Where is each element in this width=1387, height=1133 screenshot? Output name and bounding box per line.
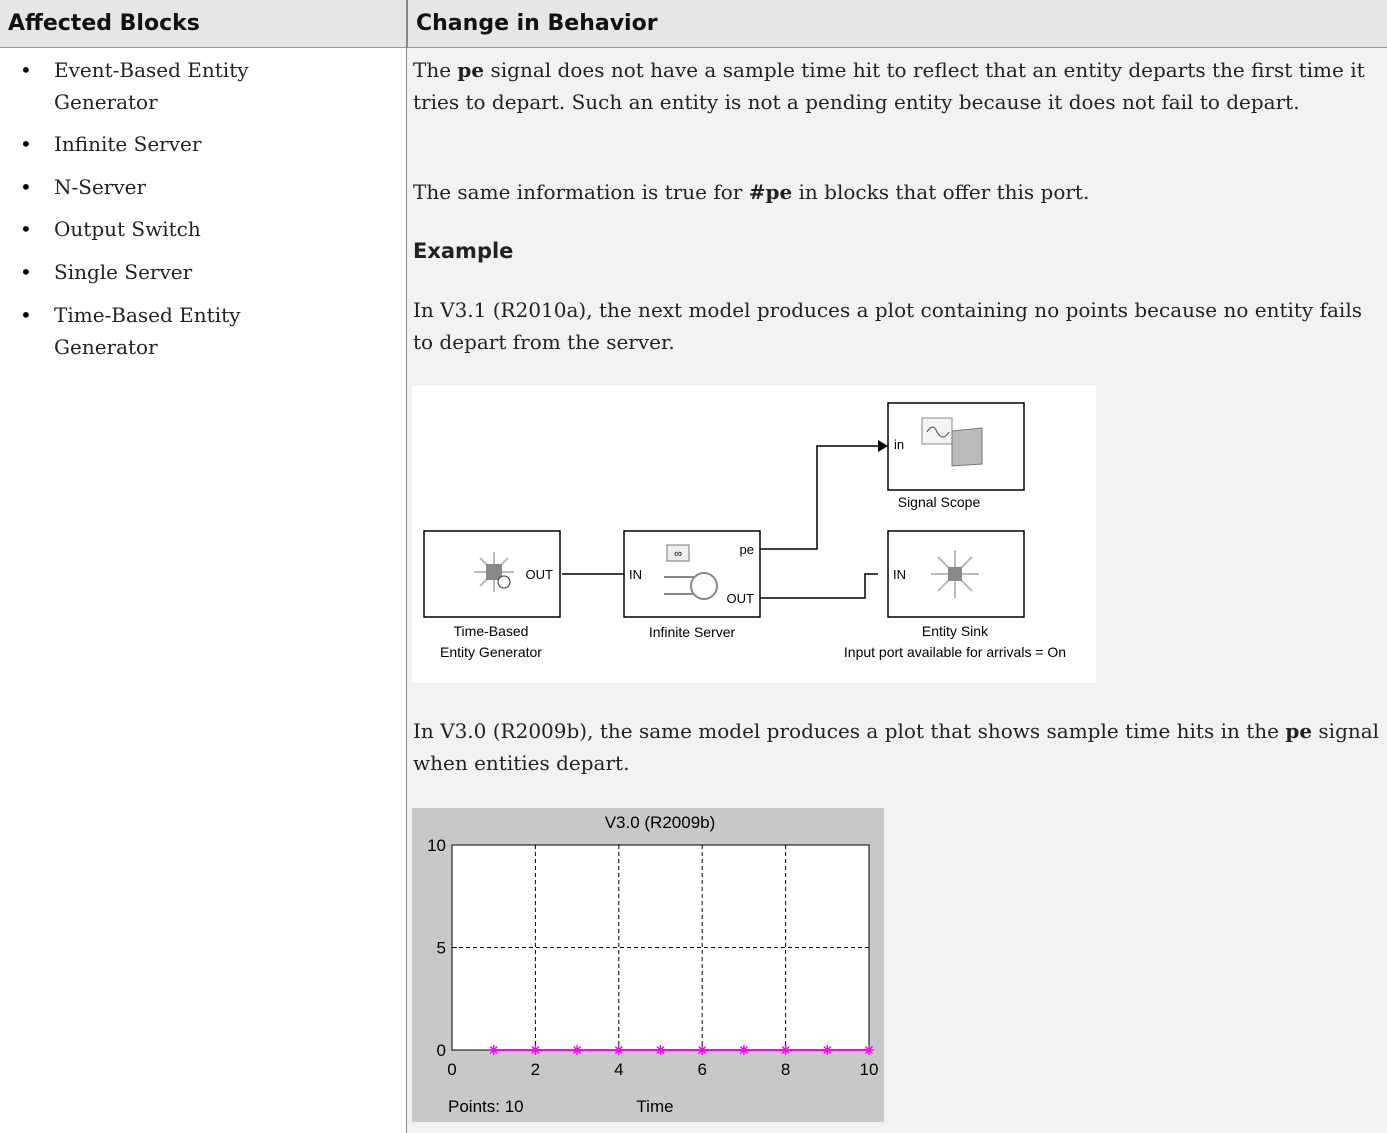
bullet: •: [20, 175, 32, 199]
y-tick-label: 0: [437, 1041, 446, 1060]
data-marker: [613, 1045, 624, 1055]
list-item: Time-Based Entity Generator: [54, 303, 241, 359]
block-label: Entity Sink: [922, 623, 989, 639]
paragraph: In V3.1 (R2010a), the next model produce…: [413, 298, 1362, 354]
server-icon: [666, 544, 690, 562]
header-cell: Change in Behavior: [407, 0, 1387, 48]
x-tick-label: 8: [781, 1060, 790, 1079]
list-item: Single Server: [54, 260, 193, 284]
y-tick-label: 10: [427, 836, 446, 855]
bullet: •: [20, 217, 32, 241]
data-marker: [530, 1045, 541, 1055]
list-item: Output Switch: [54, 217, 201, 241]
server-icon: ∞: [674, 548, 682, 560]
text: in blocks that offer this port.: [792, 180, 1090, 204]
x-axis-label: Time: [636, 1097, 673, 1116]
port-label: OUT: [727, 591, 755, 606]
data-marker: [697, 1045, 708, 1055]
port-label: in: [894, 437, 904, 452]
block-label: Entity Generator: [440, 644, 542, 660]
data-marker: [572, 1045, 583, 1055]
code-term: pe: [1285, 719, 1313, 743]
list-item: Infinite Server: [54, 132, 202, 156]
block-label: Infinite Server: [649, 624, 736, 640]
block-label: Time-Based: [454, 623, 529, 639]
text: The same information is true for: [413, 180, 749, 204]
bullet: •: [20, 132, 32, 156]
scope-icon: [926, 426, 950, 438]
server-icon: [690, 572, 718, 600]
list-item: N-Server: [54, 175, 147, 199]
connectors: [562, 445, 878, 599]
text: signal does not have a sample time hit t…: [413, 58, 1365, 114]
x-tick-label: 2: [531, 1060, 540, 1079]
generator-icon: [497, 575, 511, 589]
port-label: pe: [740, 542, 754, 557]
scope-icon: [951, 427, 983, 467]
points-label: Points: 10: [448, 1097, 524, 1116]
x-tick-label: 6: [697, 1060, 706, 1079]
port-label: OUT: [526, 567, 554, 582]
y-tick-label: 5: [437, 939, 446, 958]
block-note: Input port available for arrivals = On: [844, 644, 1066, 660]
connector: [760, 573, 878, 599]
paragraph: The same information is true for #pe in …: [413, 176, 1378, 208]
bullet: •: [20, 58, 32, 82]
x-tick-label: 10: [860, 1060, 879, 1079]
data-marker: [822, 1045, 833, 1055]
list-item: Event-Based Entity Generator: [54, 58, 249, 114]
code-term: pe: [457, 58, 485, 82]
paragraph: The pe signal does not have a sample tim…: [413, 54, 1378, 118]
block: [623, 530, 761, 618]
server-icon: [664, 576, 694, 595]
arrow-head: [878, 440, 888, 452]
x-tick-label: 4: [614, 1060, 623, 1079]
bullet: •: [20, 260, 32, 284]
text: The: [413, 58, 458, 82]
port-label: IN: [893, 567, 906, 582]
code-term: #pe: [748, 180, 793, 204]
data-marker: [780, 1045, 791, 1055]
data-marker: [738, 1045, 749, 1055]
block-label: Signal Scope: [898, 494, 981, 510]
plot-title: V3.0 (R2009b): [605, 813, 716, 832]
data-marker: [864, 1045, 874, 1055]
model-diagram: ∞ in Signal Scope OUT Time-Based Entity …: [412, 386, 1096, 683]
scope-plot: V3.0 (R2009b) Points: 10 Time 0 2 4 6 8 10 0 5 1…: [412, 808, 884, 1122]
x-tick-label: 0: [447, 1060, 456, 1079]
heading: Example: [413, 239, 514, 263]
text: In V3.0 (R2009b), the same model produce…: [413, 719, 1286, 743]
text: signal when entities depart.: [413, 719, 1380, 775]
column-divider: [406, 0, 407, 1133]
data-marker: [655, 1045, 666, 1055]
sink-icon: [948, 567, 962, 581]
paragraph: In V3.0 (R2009b), the same model produce…: [413, 715, 1383, 779]
data-marker: [488, 1045, 499, 1055]
port-label: IN: [629, 567, 642, 582]
connector: [760, 445, 878, 550]
plot-area: [451, 844, 870, 1051]
generator-icon: [486, 564, 502, 580]
header-cell: Affected Blocks: [0, 0, 406, 48]
bullet: •: [20, 303, 32, 327]
